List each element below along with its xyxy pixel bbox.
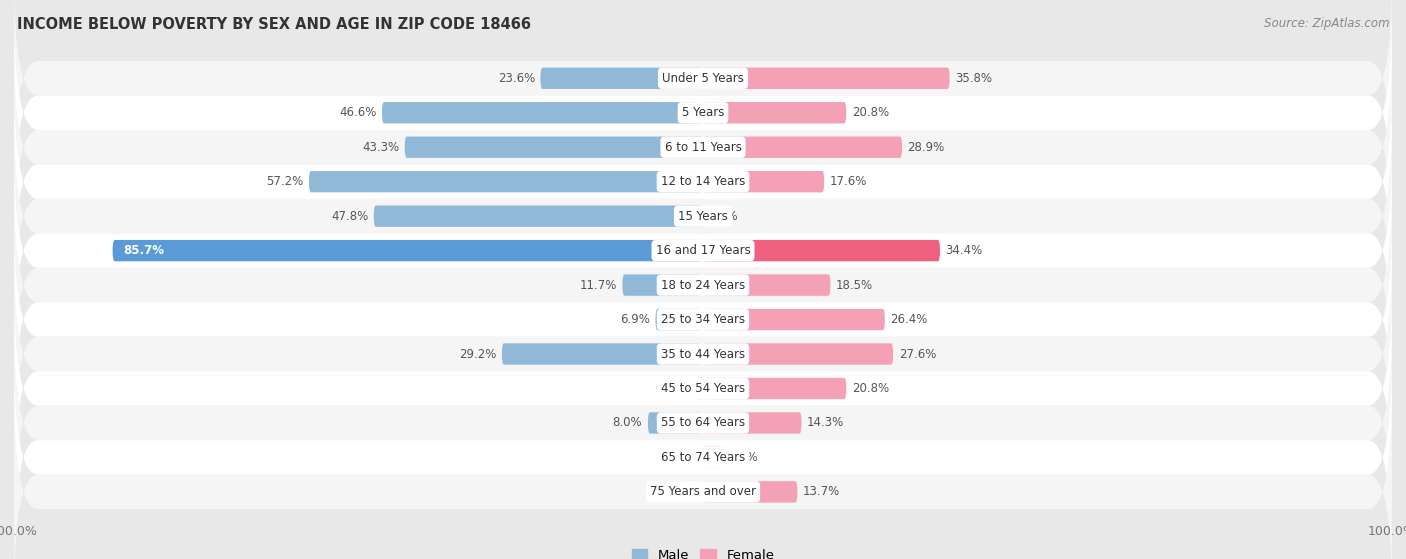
Text: 46.6%: 46.6% xyxy=(339,106,377,119)
FancyBboxPatch shape xyxy=(623,274,703,296)
Text: 35.8%: 35.8% xyxy=(955,72,993,85)
Text: Under 5 Years: Under 5 Years xyxy=(662,72,744,85)
FancyBboxPatch shape xyxy=(14,10,1392,216)
FancyBboxPatch shape xyxy=(540,68,703,89)
Text: 75 Years and over: 75 Years and over xyxy=(650,485,756,499)
Text: 25 to 34 Years: 25 to 34 Years xyxy=(661,313,745,326)
Text: 27.6%: 27.6% xyxy=(898,348,936,361)
Text: 35 to 44 Years: 35 to 44 Years xyxy=(661,348,745,361)
Text: 0.0%: 0.0% xyxy=(668,485,697,499)
FancyBboxPatch shape xyxy=(703,413,801,434)
FancyBboxPatch shape xyxy=(703,171,824,192)
Text: 13.7%: 13.7% xyxy=(803,485,841,499)
FancyBboxPatch shape xyxy=(405,136,703,158)
Text: 34.4%: 34.4% xyxy=(945,244,983,257)
Text: INCOME BELOW POVERTY BY SEX AND AGE IN ZIP CODE 18466: INCOME BELOW POVERTY BY SEX AND AGE IN Z… xyxy=(17,17,531,32)
FancyBboxPatch shape xyxy=(112,240,703,261)
Text: 18.5%: 18.5% xyxy=(837,278,873,292)
Text: 0.83%: 0.83% xyxy=(655,382,692,395)
Text: 20.8%: 20.8% xyxy=(852,382,889,395)
FancyBboxPatch shape xyxy=(703,309,884,330)
FancyBboxPatch shape xyxy=(14,182,1392,389)
Text: 0.0%: 0.0% xyxy=(668,451,697,464)
Text: 57.2%: 57.2% xyxy=(266,175,304,188)
Text: 47.8%: 47.8% xyxy=(330,210,368,222)
Text: 5 Years: 5 Years xyxy=(682,106,724,119)
FancyBboxPatch shape xyxy=(703,240,941,261)
Text: 16 and 17 Years: 16 and 17 Years xyxy=(655,244,751,257)
FancyBboxPatch shape xyxy=(14,250,1392,457)
FancyBboxPatch shape xyxy=(382,102,703,124)
Text: 11.7%: 11.7% xyxy=(579,278,617,292)
FancyBboxPatch shape xyxy=(703,481,797,503)
Text: 45 to 54 Years: 45 to 54 Years xyxy=(661,382,745,395)
FancyBboxPatch shape xyxy=(14,44,1392,250)
FancyBboxPatch shape xyxy=(703,378,846,399)
Text: 6.9%: 6.9% xyxy=(620,313,650,326)
FancyBboxPatch shape xyxy=(655,309,703,330)
FancyBboxPatch shape xyxy=(697,378,703,399)
Text: 8.0%: 8.0% xyxy=(613,416,643,429)
FancyBboxPatch shape xyxy=(703,102,846,124)
Text: 17.6%: 17.6% xyxy=(830,175,868,188)
Text: 26.4%: 26.4% xyxy=(890,313,928,326)
FancyBboxPatch shape xyxy=(703,136,903,158)
FancyBboxPatch shape xyxy=(309,171,703,192)
FancyBboxPatch shape xyxy=(502,343,703,364)
FancyBboxPatch shape xyxy=(14,78,1392,285)
Text: 23.6%: 23.6% xyxy=(498,72,534,85)
FancyBboxPatch shape xyxy=(14,0,1392,182)
Text: 85.7%: 85.7% xyxy=(122,244,165,257)
FancyBboxPatch shape xyxy=(14,147,1392,354)
Text: 15 Years: 15 Years xyxy=(678,210,728,222)
Text: 12 to 14 Years: 12 to 14 Years xyxy=(661,175,745,188)
Text: 29.2%: 29.2% xyxy=(458,348,496,361)
FancyBboxPatch shape xyxy=(374,206,703,227)
Text: 20.8%: 20.8% xyxy=(852,106,889,119)
Text: 28.9%: 28.9% xyxy=(908,141,945,154)
FancyBboxPatch shape xyxy=(703,343,893,364)
Text: 6 to 11 Years: 6 to 11 Years xyxy=(665,141,741,154)
FancyBboxPatch shape xyxy=(703,274,831,296)
Text: 0.0%: 0.0% xyxy=(709,210,738,222)
Text: 18 to 24 Years: 18 to 24 Years xyxy=(661,278,745,292)
FancyBboxPatch shape xyxy=(703,447,723,468)
Text: 55 to 64 Years: 55 to 64 Years xyxy=(661,416,745,429)
Text: 14.3%: 14.3% xyxy=(807,416,844,429)
FancyBboxPatch shape xyxy=(14,354,1392,559)
FancyBboxPatch shape xyxy=(648,413,703,434)
Legend: Male, Female: Male, Female xyxy=(626,544,780,559)
FancyBboxPatch shape xyxy=(14,320,1392,527)
Text: 2.8%: 2.8% xyxy=(728,451,758,464)
FancyBboxPatch shape xyxy=(14,389,1392,559)
FancyBboxPatch shape xyxy=(14,285,1392,492)
Text: Source: ZipAtlas.com: Source: ZipAtlas.com xyxy=(1264,17,1389,30)
FancyBboxPatch shape xyxy=(703,68,949,89)
Text: 43.3%: 43.3% xyxy=(363,141,399,154)
FancyBboxPatch shape xyxy=(14,113,1392,320)
Text: 65 to 74 Years: 65 to 74 Years xyxy=(661,451,745,464)
FancyBboxPatch shape xyxy=(14,216,1392,423)
